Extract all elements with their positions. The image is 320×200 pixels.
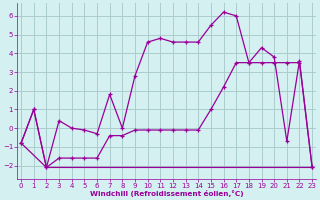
- X-axis label: Windchill (Refroidissement éolien,°C): Windchill (Refroidissement éolien,°C): [90, 190, 244, 197]
